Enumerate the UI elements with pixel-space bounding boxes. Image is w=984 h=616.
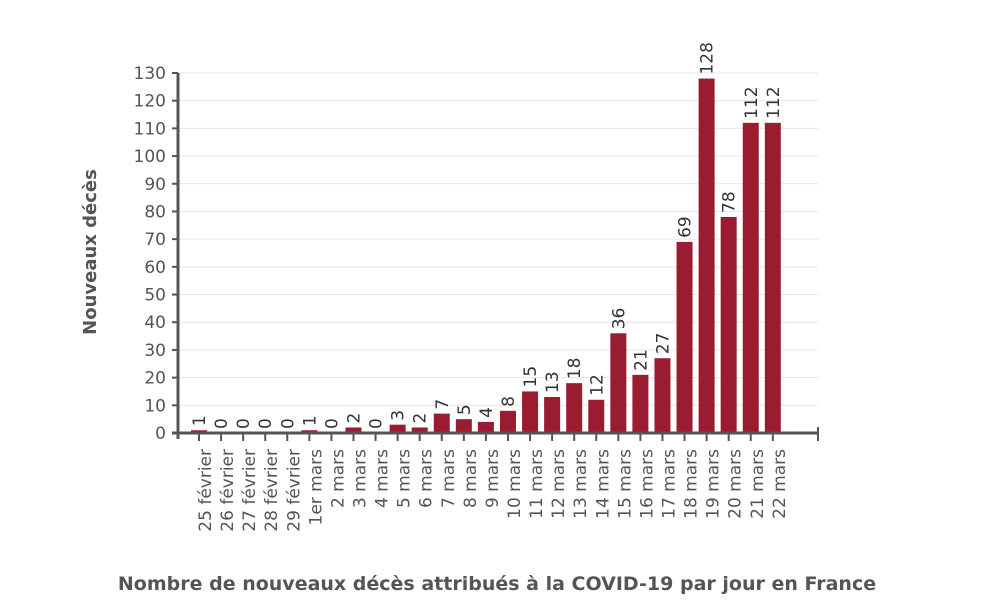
bar (588, 399, 605, 433)
y-tick-label: 70 (144, 230, 166, 250)
y-tick-label: 50 (144, 286, 166, 306)
data-label: 2 (344, 413, 364, 424)
data-label: 1 (300, 415, 320, 426)
bar (720, 217, 737, 433)
x-tick-label: 11 mars (527, 449, 547, 519)
x-tick-label: 9 mars (483, 449, 503, 508)
data-label: 69 (676, 216, 696, 238)
y-tick-label: 30 (144, 341, 166, 361)
x-tick-label: 6 mars (417, 449, 437, 508)
x-tick-label: 2 mars (328, 449, 348, 508)
data-label: 27 (653, 333, 673, 355)
bar (654, 358, 671, 433)
y-tick-label: 10 (144, 396, 166, 416)
data-label: 2 (411, 413, 431, 424)
data-label: 12 (587, 374, 607, 396)
x-tick-label: 8 mars (461, 449, 481, 508)
chart-caption: Nombre de nouveaux décès attribués à la … (118, 573, 876, 595)
data-label: 1 (190, 415, 210, 426)
bar (477, 421, 494, 433)
bar (411, 427, 428, 433)
y-tick-label: 110 (134, 119, 166, 139)
y-tick-label: 100 (134, 147, 166, 167)
data-label: 7 (433, 399, 453, 410)
data-label: 112 (742, 86, 762, 118)
data-label: 21 (631, 349, 651, 371)
data-label: 8 (499, 396, 519, 407)
y-tick-label: 130 (134, 64, 166, 84)
bar (499, 410, 516, 433)
x-tick-label: 18 mars (682, 449, 702, 519)
data-label: 0 (212, 418, 232, 429)
y-tick-label: 60 (144, 258, 166, 278)
data-label: 0 (234, 418, 254, 429)
bars (191, 78, 781, 434)
data-label: 0 (256, 418, 276, 429)
bar (544, 397, 561, 433)
x-tick-labels: 25 février 26 février 27 février 28 février… (196, 449, 790, 532)
y-tick-label: 0 (155, 424, 166, 444)
x-tick-label: 27 février (240, 449, 260, 532)
y-axis-title: Nouveaux décès (80, 169, 101, 335)
y-tick-label: 90 (144, 175, 166, 195)
x-tick-label: 3 mars (350, 449, 370, 508)
bar (522, 391, 539, 433)
data-label: 78 (720, 191, 740, 213)
x-tick-label: 12 mars (549, 449, 569, 519)
data-label: 15 (521, 366, 541, 388)
data-label: 0 (278, 418, 298, 429)
x-tick-label: 22 mars (770, 449, 790, 519)
y-tick-label: 80 (144, 202, 166, 222)
bar (566, 383, 583, 433)
bar (389, 424, 406, 433)
bar (345, 427, 362, 433)
data-label: 0 (322, 418, 342, 429)
x-tick-label: 28 février (262, 449, 282, 532)
bar (676, 241, 693, 433)
x-tick-label: 29 février (284, 449, 304, 532)
y-tick-labels: 0 10 20 30 40 50 60 70 80 90 100 110 120 130 (134, 64, 166, 444)
x-tick-label: 21 mars (748, 449, 768, 519)
data-label: 0 (367, 418, 387, 429)
data-label: 112 (764, 86, 784, 118)
x-tick-label: 13 mars (571, 449, 591, 519)
bar (698, 78, 715, 434)
bar (455, 419, 472, 433)
x-tick-label: 26 février (218, 449, 238, 532)
x-tick-label: 20 mars (726, 449, 746, 519)
bar (632, 374, 649, 433)
data-label: 3 (389, 410, 409, 421)
data-label: 18 (565, 358, 585, 380)
data-label: 36 (609, 308, 629, 330)
data-label: 5 (455, 404, 475, 415)
x-tick-label: 1er mars (306, 449, 326, 526)
x-tick-label: 5 mars (395, 449, 415, 508)
x-tick-label: 16 mars (637, 449, 657, 519)
bar (433, 413, 450, 433)
x-tick-label: 19 mars (704, 449, 724, 519)
x-tick-label: 15 mars (615, 449, 635, 519)
x-tick-label: 14 mars (593, 449, 613, 519)
data-label: 13 (543, 371, 563, 393)
x-tick-label: 17 mars (659, 449, 679, 519)
bar (610, 333, 627, 433)
y-tick-label: 120 (134, 92, 166, 112)
axes (172, 72, 819, 441)
data-label: 128 (698, 42, 718, 74)
data-label: 4 (477, 407, 497, 418)
bar (764, 122, 781, 433)
bar (742, 122, 759, 433)
x-tick-label: 7 mars (439, 449, 459, 508)
y-tick-label: 20 (144, 369, 166, 389)
x-tick-label: 25 février (196, 449, 216, 532)
x-tick-label: 4 mars (373, 449, 393, 508)
y-tick-label: 40 (144, 313, 166, 333)
x-tick-label: 10 mars (505, 449, 525, 519)
